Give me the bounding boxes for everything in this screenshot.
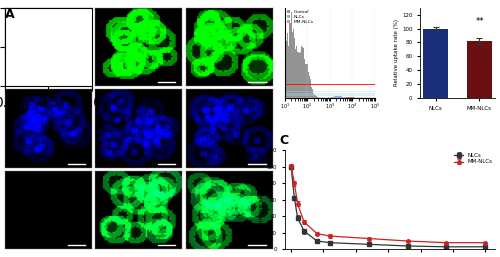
Legend: NLCs, MM-NLCs: NLCs, MM-NLCs	[454, 153, 492, 164]
Bar	[284, 84, 374, 98]
Polygon shape	[262, 96, 374, 98]
Bar	[468, 41, 491, 98]
Y-axis label: Relative signal (%): Relative signal (%)	[258, 170, 264, 229]
Text: **: **	[475, 17, 484, 26]
Polygon shape	[262, 12, 374, 98]
Y-axis label: Relative uptake rate (%): Relative uptake rate (%)	[394, 19, 399, 86]
Title: Cou6-NLCs: Cou6-NLCs	[124, 2, 154, 7]
Title: Cou6-MM-NLCs: Cou6-MM-NLCs	[208, 2, 250, 7]
Y-axis label: Merge: Merge	[0, 202, 2, 218]
Y-axis label: Cou6: Cou6	[0, 40, 2, 54]
Legend: Control, NLCs, MM-NLCs: Control, NLCs, MM-NLCs	[287, 10, 314, 24]
Text: C: C	[280, 134, 289, 148]
Bar	[424, 29, 448, 98]
Title: Control: Control	[38, 2, 58, 7]
Text: A: A	[5, 8, 15, 21]
Polygon shape	[262, 97, 374, 98]
Y-axis label: Hoechst 33258: Hoechst 33258	[0, 109, 2, 148]
Text: B: B	[280, 0, 289, 3]
